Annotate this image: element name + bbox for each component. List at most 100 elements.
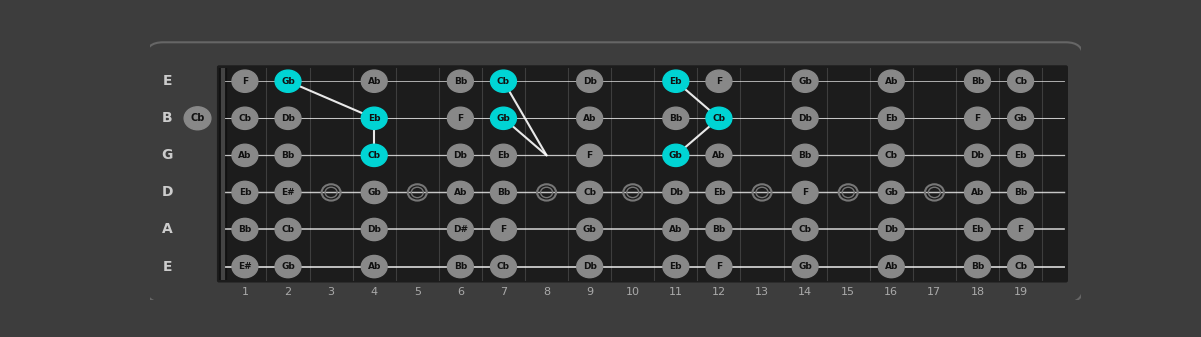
Text: Gb: Gb (799, 262, 812, 271)
Text: Db: Db (368, 225, 381, 234)
Text: Ab: Ab (712, 151, 725, 160)
Circle shape (232, 144, 258, 166)
Text: Bb: Bb (1014, 188, 1027, 197)
Text: 17: 17 (927, 287, 942, 297)
Text: Cb: Cb (497, 262, 510, 271)
Text: 9: 9 (586, 287, 593, 297)
Text: Bb: Bb (799, 151, 812, 160)
Text: E: E (162, 259, 172, 274)
Text: 3: 3 (328, 287, 335, 297)
Text: 5: 5 (414, 287, 420, 297)
Text: Bb: Bb (454, 262, 467, 271)
Text: Gb: Gb (669, 151, 682, 160)
Text: Ab: Ab (582, 114, 597, 123)
Text: Cb: Cb (1014, 262, 1027, 271)
Text: Ab: Ab (669, 225, 682, 234)
Text: Cb: Cb (281, 225, 294, 234)
Circle shape (793, 255, 818, 278)
Circle shape (490, 218, 516, 241)
Text: Db: Db (582, 77, 597, 86)
Circle shape (232, 255, 258, 278)
Text: Bb: Bb (238, 225, 251, 234)
Circle shape (793, 218, 818, 241)
Text: Gb: Gb (582, 225, 597, 234)
Text: Db: Db (454, 151, 467, 160)
Circle shape (576, 218, 603, 241)
Text: Eb: Eb (712, 188, 725, 197)
Text: Bb: Bb (970, 77, 984, 86)
Text: Gb: Gb (281, 77, 295, 86)
Circle shape (793, 144, 818, 166)
Circle shape (964, 70, 991, 92)
Circle shape (1008, 144, 1034, 166)
Text: Gb: Gb (1014, 114, 1027, 123)
Circle shape (878, 107, 904, 129)
Text: F: F (802, 188, 808, 197)
Circle shape (362, 70, 387, 92)
Text: F: F (974, 114, 980, 123)
Text: 4: 4 (371, 287, 378, 297)
Circle shape (1008, 218, 1034, 241)
Text: A: A (162, 222, 173, 237)
Text: Ab: Ab (885, 262, 898, 271)
Text: Gb: Gb (799, 77, 812, 86)
Text: 12: 12 (712, 287, 725, 297)
Circle shape (663, 181, 688, 204)
Circle shape (232, 181, 258, 204)
Circle shape (663, 144, 688, 166)
Circle shape (490, 255, 516, 278)
Circle shape (1008, 70, 1034, 92)
Circle shape (878, 144, 904, 166)
Text: Ab: Ab (238, 151, 252, 160)
Circle shape (275, 107, 301, 129)
Circle shape (1008, 181, 1034, 204)
Text: 7: 7 (500, 287, 507, 297)
Circle shape (878, 70, 904, 92)
Circle shape (490, 107, 516, 129)
Circle shape (964, 218, 991, 241)
Circle shape (576, 70, 603, 92)
Circle shape (878, 255, 904, 278)
Circle shape (362, 181, 387, 204)
Text: Eb: Eb (670, 77, 682, 86)
Circle shape (1008, 255, 1034, 278)
Circle shape (490, 70, 516, 92)
Text: 10: 10 (626, 287, 640, 297)
Text: Bb: Bb (669, 114, 682, 123)
Text: Bb: Bb (970, 262, 984, 271)
Circle shape (448, 218, 473, 241)
Circle shape (576, 107, 603, 129)
Text: Eb: Eb (368, 114, 381, 123)
Text: D#: D# (453, 225, 468, 234)
Circle shape (448, 181, 473, 204)
Text: 13: 13 (755, 287, 769, 297)
Circle shape (663, 218, 688, 241)
Text: Eb: Eb (972, 225, 984, 234)
Text: Cb: Cb (239, 114, 251, 123)
Circle shape (448, 70, 473, 92)
Text: 14: 14 (797, 287, 812, 297)
Text: 18: 18 (970, 287, 985, 297)
Text: G: G (162, 148, 173, 162)
Circle shape (576, 181, 603, 204)
Circle shape (275, 218, 301, 241)
Text: Cb: Cb (497, 77, 510, 86)
FancyBboxPatch shape (145, 42, 1083, 303)
Circle shape (706, 218, 731, 241)
Circle shape (706, 70, 731, 92)
Text: 2: 2 (285, 287, 292, 297)
Text: Cb: Cb (885, 151, 898, 160)
Circle shape (448, 107, 473, 129)
Text: E: E (162, 74, 172, 88)
Text: Gb: Gb (496, 114, 510, 123)
Circle shape (232, 218, 258, 241)
Circle shape (706, 255, 731, 278)
Circle shape (878, 218, 904, 241)
Text: Bb: Bb (712, 225, 725, 234)
Text: Db: Db (970, 151, 985, 160)
Circle shape (964, 107, 991, 129)
Text: F: F (501, 225, 507, 234)
Text: Gb: Gb (884, 188, 898, 197)
Circle shape (362, 144, 387, 166)
Text: Gb: Gb (368, 188, 381, 197)
